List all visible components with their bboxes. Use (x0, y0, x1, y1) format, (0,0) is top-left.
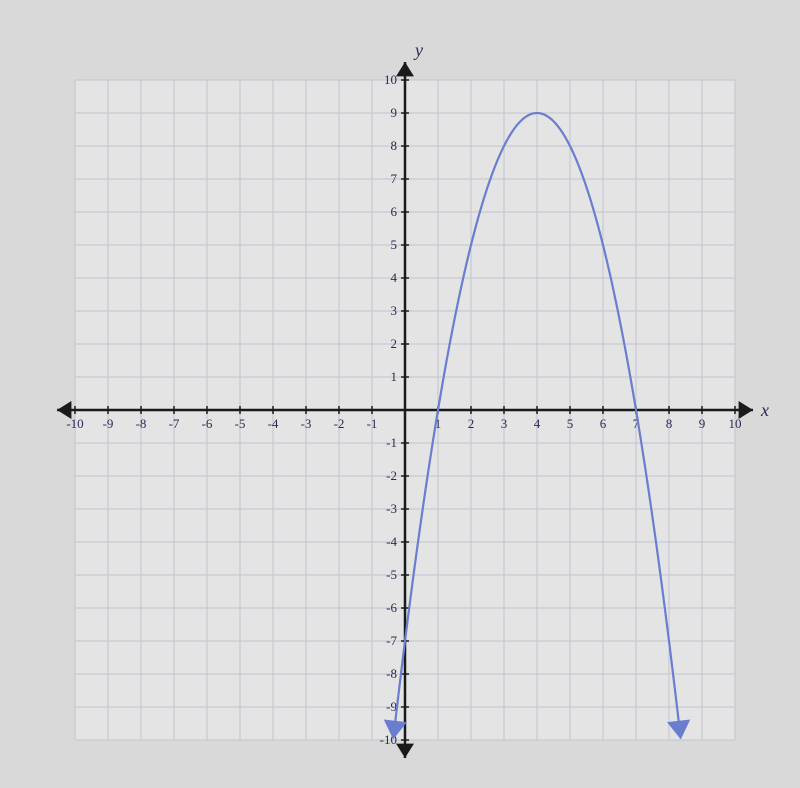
y-tick-label: 6 (391, 204, 398, 219)
y-tick-label: 5 (391, 237, 398, 252)
y-tick-label: -7 (386, 633, 397, 648)
x-tick-label: -2 (334, 416, 345, 431)
y-tick-label: 7 (391, 171, 398, 186)
x-tick-label: -4 (268, 416, 279, 431)
x-tick-label: 4 (534, 416, 541, 431)
x-tick-label: 9 (699, 416, 706, 431)
x-tick-label: -6 (202, 416, 213, 431)
y-tick-label: -8 (386, 666, 397, 681)
x-tick-label: 5 (567, 416, 574, 431)
y-tick-label: -1 (386, 435, 397, 450)
x-tick-label: 2 (468, 416, 475, 431)
x-tick-label: -7 (169, 416, 180, 431)
x-tick-label: 10 (729, 416, 742, 431)
x-tick-label: -5 (235, 416, 246, 431)
y-tick-label: -5 (386, 567, 397, 582)
y-tick-label: -3 (386, 501, 397, 516)
chart-svg: -10-9-8-7-6-5-4-3-2-112345678910-10-9-8-… (0, 0, 800, 788)
x-axis-label: x (760, 400, 769, 420)
x-tick-label: -10 (66, 416, 83, 431)
y-tick-label: 8 (391, 138, 398, 153)
x-tick-label: -8 (136, 416, 147, 431)
x-tick-label: -9 (103, 416, 114, 431)
x-tick-label: 6 (600, 416, 607, 431)
y-tick-label: 3 (391, 303, 398, 318)
y-tick-label: 4 (391, 270, 398, 285)
y-tick-label: -6 (386, 600, 397, 615)
y-tick-label: -2 (386, 468, 397, 483)
y-axis-label: y (413, 40, 423, 60)
y-tick-label: 9 (391, 105, 398, 120)
y-tick-label: 10 (384, 72, 397, 87)
x-tick-label: 3 (501, 416, 508, 431)
y-tick-label: -4 (386, 534, 397, 549)
x-tick-label: -3 (301, 416, 312, 431)
x-tick-label: 8 (666, 416, 673, 431)
x-tick-label: -1 (367, 416, 378, 431)
parabola-chart: -10-9-8-7-6-5-4-3-2-112345678910-10-9-8-… (0, 0, 800, 788)
y-tick-label: 1 (391, 369, 398, 384)
y-tick-label: 2 (391, 336, 398, 351)
